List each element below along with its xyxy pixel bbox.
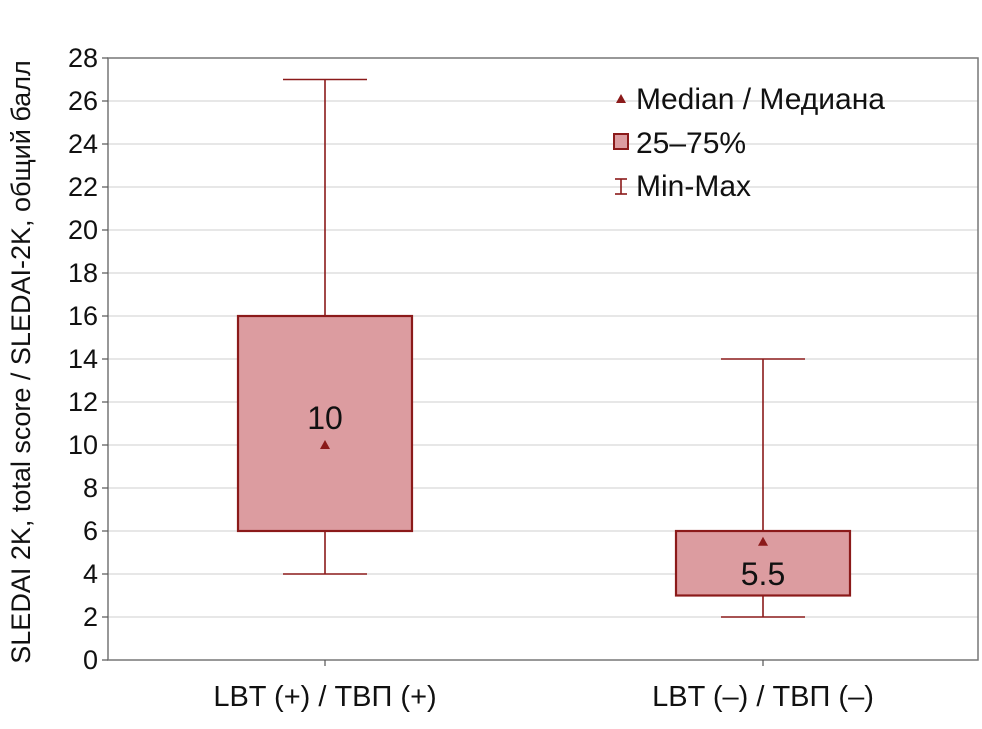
y-tick-label: 20 xyxy=(68,215,98,245)
box-group: 5.5 xyxy=(674,358,852,618)
chart-legend: Median / Медиана 25–75% Min-Max xyxy=(613,83,885,203)
box-series: 105.5 xyxy=(236,78,852,618)
median-marker xyxy=(320,440,330,449)
y-tick-label: 26 xyxy=(68,86,98,116)
x-axis-categories: LBT (+) / ТВП (+) LBT (–) / ТВП (–) xyxy=(213,660,874,713)
y-tick-label: 8 xyxy=(83,473,98,503)
x-category-label: LBT (–) / ТВП (–) xyxy=(652,681,874,713)
y-tick-label: 0 xyxy=(83,645,98,675)
y-tick-label: 4 xyxy=(83,559,98,589)
y-axis-label: SLEDAI 2K, total score / SLEDAI-2K, общи… xyxy=(6,60,36,663)
legend-median-label: Median / Медиана xyxy=(636,83,885,116)
y-tick-label: 12 xyxy=(68,387,98,417)
y-tick-label: 24 xyxy=(68,129,98,159)
box-group: 10 xyxy=(236,78,414,575)
y-tick-label: 2 xyxy=(83,602,98,632)
legend-whisker-marker xyxy=(615,178,627,195)
legend-box-label: 25–75% xyxy=(636,127,746,160)
iqr-box xyxy=(236,314,414,533)
legend-whisker-label: Min-Max xyxy=(636,170,751,203)
legend-box-marker xyxy=(613,133,629,150)
y-tick-label: 10 xyxy=(68,430,98,460)
y-tick-label: 28 xyxy=(68,43,98,73)
y-tick-label: 22 xyxy=(68,172,98,202)
y-tick-label: 14 xyxy=(68,344,98,374)
y-tick-label: 16 xyxy=(68,301,98,331)
legend-median-marker xyxy=(616,94,626,103)
median-value-label: 5.5 xyxy=(741,556,785,592)
median-value-label: 10 xyxy=(307,400,343,436)
y-tick-label: 18 xyxy=(68,258,98,288)
y-tick-label: 6 xyxy=(83,516,98,546)
x-category-label: LBT (+) / ТВП (+) xyxy=(213,681,436,713)
median-marker xyxy=(758,536,768,546)
